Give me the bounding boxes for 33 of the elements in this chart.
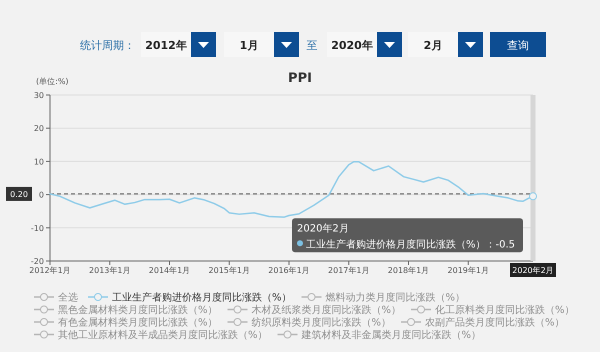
- x-tick-label: 2015年1月: [208, 266, 250, 275]
- text: 农副产品类月度同比涨跌（%）: [425, 316, 565, 328]
- y-tick-label: -10: [30, 224, 44, 233]
- text: 燃料动力类月度同比涨跌（%）: [326, 292, 466, 304]
- y-tick-label: 10: [34, 157, 44, 166]
- ref-line-label: 0.20: [10, 190, 28, 199]
- x-tick-label: 2016年1月: [268, 266, 310, 275]
- chart-title: PPI: [288, 71, 312, 86]
- x-tick-label: 2019年1月: [448, 266, 489, 275]
- y-tick-label: 30: [34, 91, 44, 100]
- legend-label: 工业生产者购进价格月度同比涨跌（%）: [112, 292, 292, 304]
- text: 全选: [58, 292, 78, 304]
- annotation: 2020年2月: [296, 222, 349, 234]
- text: 化工原料类月度同比涨跌（%）: [435, 304, 575, 316]
- text: 有色金属材料类月度同比涨跌（%）: [58, 316, 218, 328]
- x-tick-label: 2014年1月: [148, 266, 190, 275]
- y-tick-label: -20: [30, 257, 44, 266]
- annotation: 工业生产者购进价格月度同比涨跌（%）：-0.5: [306, 238, 515, 250]
- text: 纺织原料类月度同比涨跌（%）: [252, 316, 392, 328]
- x-tick-label: 2012年1月: [29, 266, 71, 275]
- text: 其他工业原材料及半成品类月度同比涨跌（%）: [58, 329, 268, 341]
- y-tick-label: 20: [34, 124, 44, 134]
- controls: 统计周期： 2012年 1月 至 2020年 2月 查询: [80, 32, 546, 57]
- x-tick-label: 2013年1月: [89, 266, 130, 275]
- ref-line-label: 2020年2月: [512, 266, 554, 275]
- tooltip: 2020年2月 工业生产者购进价格月度同比涨跌（%）：-0.5: [292, 218, 523, 252]
- text: 黑色金属材料类月度同比涨跌（%）: [58, 304, 218, 316]
- x-tick-label: 2017年1月: [328, 266, 370, 275]
- y-tick-label: 0: [38, 190, 44, 200]
- text: 木材及纸浆类月度同比涨跌（%）: [252, 304, 402, 316]
- text: 建筑材料及非金属类月度同比涨跌（%）: [300, 329, 482, 341]
- x-tick-label: 2018年1月: [388, 266, 430, 275]
- y-axis-title: (单位:%): [36, 77, 69, 86]
